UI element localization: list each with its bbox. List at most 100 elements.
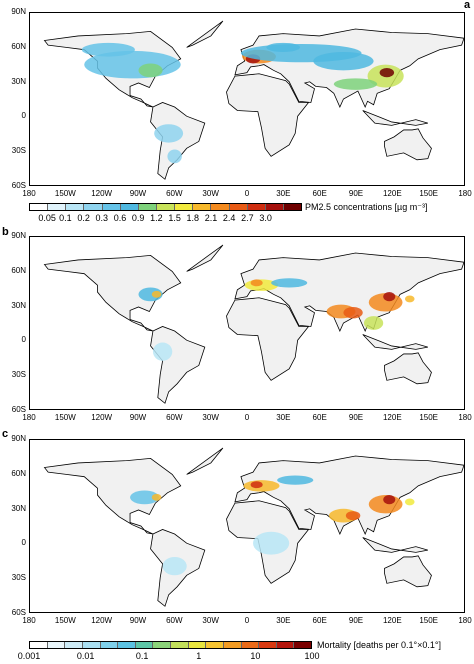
longitude-label: 60E xyxy=(312,616,327,625)
colorbar-tick-label: 1.2 xyxy=(150,213,163,223)
colorbar-swatch xyxy=(211,204,230,210)
longitude-label: 30W xyxy=(202,189,219,198)
colorbar-pm25-label: PM2.5 concentrations [µg m⁻³] xyxy=(305,202,428,212)
continent-outline xyxy=(384,352,432,385)
latitude-label: 60S xyxy=(11,608,26,617)
continent-outline xyxy=(384,555,432,588)
longitude-label: 180 xyxy=(22,413,36,422)
world-map-panel-c xyxy=(29,439,465,613)
panel-c-label: c xyxy=(2,428,9,440)
continent-outline xyxy=(226,297,310,381)
colorbar-mortality xyxy=(29,641,312,649)
colorbar-swatch xyxy=(259,642,277,648)
concentration-patch xyxy=(151,290,162,298)
colorbar-tick-label: 0.2 xyxy=(77,213,90,223)
colorbar-tick-label: 100 xyxy=(304,651,320,661)
longitude-label: 0 xyxy=(244,189,250,198)
colorbar-pm25 xyxy=(29,203,302,211)
colorbar-swatch xyxy=(223,642,242,648)
longitude-label: 150W xyxy=(54,413,76,422)
longitude-label: 60E xyxy=(312,189,327,198)
panel-a-label: a xyxy=(464,0,471,11)
colorbar-swatch xyxy=(153,642,171,648)
concentration-patch xyxy=(404,498,415,506)
continent-outline xyxy=(226,73,310,157)
latitude-label: 90N xyxy=(11,7,26,16)
concentration-patch xyxy=(253,531,290,555)
colorbar-tick-label: 0.001 xyxy=(17,651,41,661)
longitude-label: 90W xyxy=(129,616,147,625)
longitude-label: 120W xyxy=(91,616,113,625)
latitude-label: 60N xyxy=(11,265,26,275)
colorbar-tick-label: 0.05 xyxy=(38,213,56,223)
continent-outline xyxy=(150,326,206,404)
colorbar-swatch xyxy=(82,642,101,648)
longitude-label: 30W xyxy=(202,413,219,422)
colorbar-swatch xyxy=(188,642,207,648)
continent-outline xyxy=(362,334,428,350)
colorbar-swatch xyxy=(84,204,103,210)
latitude-label: 0 xyxy=(21,538,26,548)
concentration-patch xyxy=(379,68,395,78)
colorbar-tick-label: 10 xyxy=(250,651,261,661)
latitude-label: 0 xyxy=(21,111,26,121)
colorbar-swatch xyxy=(206,642,224,648)
concentration-patch xyxy=(345,511,361,521)
continent-outline xyxy=(186,447,224,475)
concentration-patch xyxy=(167,149,182,164)
concentration-patch xyxy=(343,306,363,319)
longitude-label: 90W xyxy=(129,189,147,198)
colorbar-tick-label: 0.1 xyxy=(59,213,72,223)
colorbar-swatch xyxy=(30,642,48,648)
continent-outline xyxy=(43,457,182,535)
longitude-label: 120E xyxy=(382,616,402,625)
continent-outline xyxy=(234,455,464,536)
colorbar-swatch xyxy=(102,204,121,210)
colorbar-swatch xyxy=(48,204,67,210)
longitude-label: 30E xyxy=(276,616,291,625)
colorbar-swatch xyxy=(229,204,248,210)
colorbar-mortality-label: Mortality [deaths per 0.1°×0.1°] xyxy=(317,640,442,650)
longitude-label: 30E xyxy=(276,189,291,198)
latitude-label: 90N xyxy=(11,231,26,240)
longitude-label: 90E xyxy=(348,616,364,625)
colorbar-swatch xyxy=(247,204,266,210)
colorbar-swatch xyxy=(283,204,302,210)
longitude-label: 30W xyxy=(202,616,219,625)
colorbar-tick-label: 0.9 xyxy=(131,213,145,223)
latitude-label: 30N xyxy=(11,503,26,513)
colorbar-swatch xyxy=(30,204,49,210)
colorbar-swatch xyxy=(156,204,176,210)
colorbar-swatch xyxy=(135,642,154,648)
longitude-label: 180 xyxy=(458,189,472,198)
longitude-label: 120E xyxy=(382,189,402,198)
colorbar-tick-label: 0.01 xyxy=(76,651,95,661)
concentration-patch xyxy=(333,78,378,90)
colorbar-tick-label: 1.8 xyxy=(186,213,200,223)
longitude-label: 90E xyxy=(348,189,364,198)
longitude-label: 150E xyxy=(419,189,438,198)
longitude-label: 30E xyxy=(276,413,291,422)
concentration-patch xyxy=(138,63,163,78)
colorbar-swatch xyxy=(100,642,119,648)
concentration-patch xyxy=(250,481,263,489)
latitude-label: 30S xyxy=(11,370,26,380)
colorbar-swatch xyxy=(241,642,260,648)
longitude-label: 90W xyxy=(129,413,147,422)
longitude-label: 60W xyxy=(166,413,183,422)
longitude-label: 60W xyxy=(166,189,183,198)
latitude-label: 30S xyxy=(11,573,26,583)
concentration-patch xyxy=(271,278,308,288)
longitude-label: 180 xyxy=(458,413,472,422)
colorbar-tick-label: 0.1 xyxy=(135,651,149,661)
colorbar-tick-label: 2.1 xyxy=(204,213,218,223)
latitude-label: 30S xyxy=(11,146,26,156)
continent-outline xyxy=(362,110,428,126)
concentration-patch xyxy=(151,493,162,501)
colorbar-swatch xyxy=(120,204,139,210)
longitude-label: 60W xyxy=(166,616,183,625)
continent-outline xyxy=(150,102,206,180)
colorbar-swatch xyxy=(294,642,311,648)
latitude-label: 60N xyxy=(11,41,26,51)
colorbar-tick-label: 2.7 xyxy=(241,213,254,223)
